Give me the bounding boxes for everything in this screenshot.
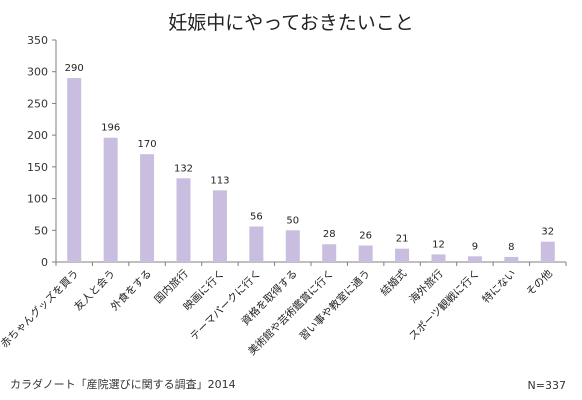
bar — [358, 245, 373, 262]
y-tick-label: 250 — [27, 97, 48, 110]
data-label: 32 — [541, 227, 554, 238]
data-label: 132 — [174, 163, 193, 174]
bar — [212, 190, 227, 262]
data-label: 9 — [472, 241, 478, 252]
chart-title: 妊娠中にやっておきたいこと — [168, 12, 414, 34]
bar — [540, 241, 555, 262]
y-tick-label: 350 — [27, 34, 48, 47]
x-tick-label: 結婚式 — [378, 267, 410, 299]
bar — [395, 248, 410, 262]
y-tick-label: 0 — [41, 256, 48, 269]
data-label: 12 — [432, 239, 445, 250]
x-tick-label: 習い事や教室に通う — [297, 267, 373, 343]
bar — [67, 78, 82, 262]
y-tick-label: 300 — [27, 66, 48, 79]
bar — [285, 230, 300, 262]
data-label: 56 — [250, 211, 263, 222]
data-label: 50 — [286, 215, 299, 226]
bar — [249, 226, 264, 262]
data-label: 26 — [359, 231, 372, 242]
y-tick-label: 200 — [27, 129, 48, 142]
data-label: 113 — [210, 175, 229, 186]
source-note: カラダノート「産院選びに関する調査」2014 — [10, 378, 236, 391]
bar — [176, 178, 191, 262]
data-label: 196 — [101, 123, 120, 134]
x-tick-label: テーマパークに行く — [187, 267, 263, 343]
bar — [103, 137, 118, 262]
bar — [467, 256, 482, 262]
y-tick-label: 50 — [34, 224, 48, 237]
x-tick-label: その他 — [523, 267, 555, 299]
sample-size-note: N=337 — [527, 379, 566, 392]
data-label: 21 — [396, 234, 409, 245]
bar — [504, 256, 519, 262]
x-tick-label: スポーツ観戦に行く — [406, 267, 482, 343]
bar — [322, 244, 337, 262]
y-tick-label: 150 — [27, 161, 48, 174]
data-label: 170 — [138, 139, 157, 150]
bar — [140, 154, 155, 262]
x-tick-label: 赤ちゃんグッズを買う — [0, 267, 81, 350]
data-label: 28 — [323, 229, 336, 240]
y-tick-label: 100 — [27, 193, 48, 206]
bar — [431, 254, 446, 262]
data-label: 290 — [65, 63, 84, 74]
data-label: 8 — [508, 242, 514, 253]
x-tick-label: 特にない — [480, 268, 518, 306]
